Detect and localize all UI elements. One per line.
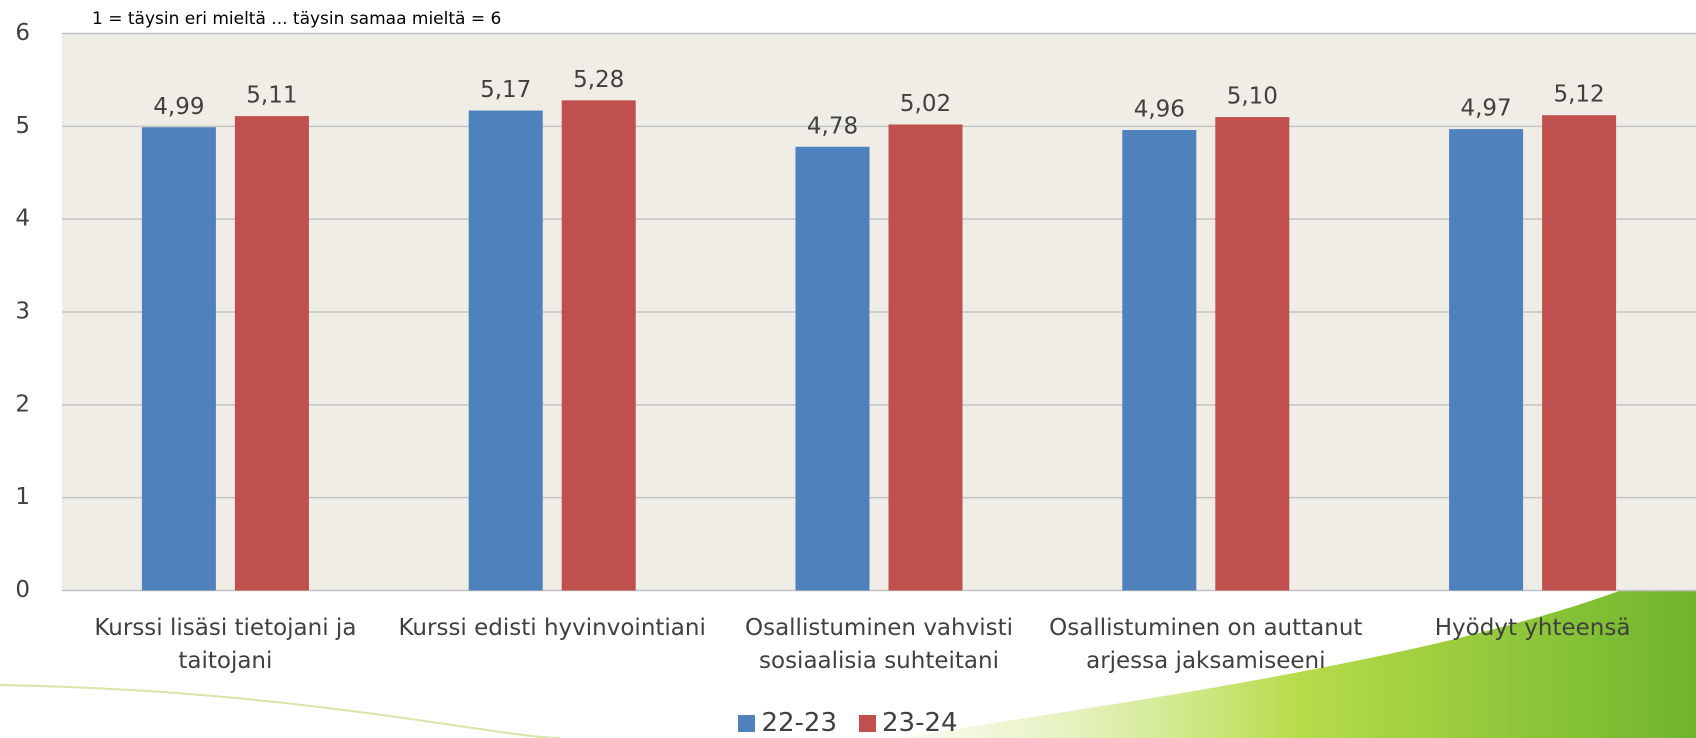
bar	[469, 111, 543, 591]
y-tick-label: 6	[15, 20, 30, 46]
legend-item: 22-23	[738, 708, 837, 738]
value-label: 5,17	[480, 77, 531, 103]
x-tick-label: Kurssi edisti hyvinvointiani	[392, 612, 712, 645]
value-label: 4,99	[153, 94, 204, 120]
bar	[1215, 117, 1289, 590]
bar	[796, 147, 870, 591]
value-label: 4,96	[1134, 97, 1185, 123]
x-tick-label: Osallistuminen on auttanut arjessa jaksa…	[1046, 612, 1366, 678]
y-tick-label: 3	[15, 299, 30, 325]
y-tick-label: 0	[15, 577, 30, 603]
x-tick-label: Hyödyt yhteensä	[1373, 612, 1693, 645]
subtitle: 1 = täysin eri mieltä ... täysin samaa m…	[92, 9, 501, 29]
y-tick-label: 5	[15, 113, 30, 139]
value-label: 5,12	[1553, 82, 1604, 108]
legend-item: 23-24	[859, 708, 958, 738]
value-label: 4,97	[1460, 96, 1511, 122]
y-tick-label: 2	[15, 391, 30, 417]
bar	[1449, 129, 1523, 590]
y-tick-label: 1	[15, 484, 30, 510]
value-label: 5,02	[900, 91, 951, 117]
bar	[1122, 130, 1196, 590]
x-tick-label: Kurssi lisäsi tietojani ja taitojani	[65, 612, 385, 678]
bar	[562, 100, 636, 590]
legend-swatch	[859, 715, 876, 732]
bar	[142, 127, 216, 590]
legend-swatch	[738, 715, 755, 732]
value-label: 4,78	[807, 113, 858, 139]
bar	[889, 124, 963, 590]
legend: 22-23 23-24	[0, 708, 1696, 738]
legend-label: 22-23	[761, 708, 837, 738]
value-label: 5,10	[1227, 84, 1278, 110]
legend-label: 23-24	[882, 708, 958, 738]
value-label: 5,28	[573, 67, 624, 93]
page: {"chart_data": {"type": "bar", "subtitle…	[0, 0, 1696, 738]
value-label: 5,11	[246, 83, 297, 109]
y-tick-label: 4	[15, 206, 30, 232]
x-tick-label: Osallistuminen vahvisti sosiaalisia suht…	[719, 612, 1039, 678]
bar	[1542, 115, 1616, 590]
bar	[235, 116, 309, 590]
